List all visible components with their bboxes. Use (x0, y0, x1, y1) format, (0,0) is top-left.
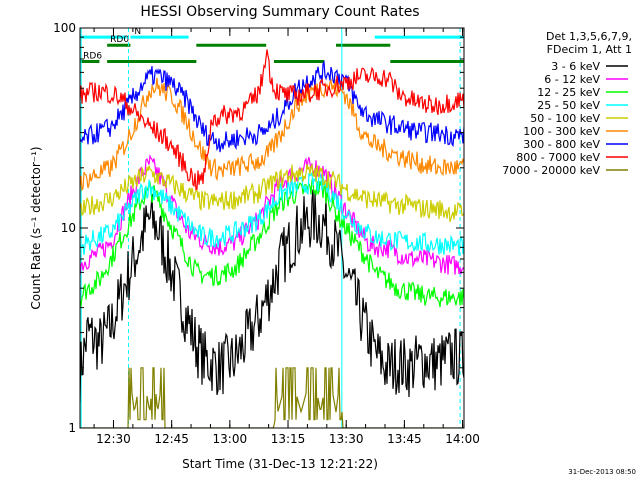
series-line-4 (80, 163, 464, 223)
legend-label-8: 7000 - 20000 keV (502, 164, 600, 177)
flag-label-rd6: RD6 (83, 51, 102, 61)
flag-label-n: N (134, 27, 141, 37)
x-tick-label-6: 14:00 (445, 432, 480, 446)
chart-title: HESSI Observing Summary Count Rates (140, 4, 419, 20)
y-axis-ticks: 1 10 100 (53, 21, 464, 435)
y-tick-label-1: 10 (61, 221, 76, 235)
legend-label-7: 800 - 7000 keV (516, 151, 600, 164)
series-lines (80, 49, 464, 428)
legend-label-2: 12 - 25 keV (537, 86, 600, 99)
y-tick-label-0: 1 (68, 421, 76, 435)
series-line-7 (80, 49, 464, 191)
series-line-8 (80, 367, 464, 428)
legend: Det 1,3,5,6,7,9, FDecim 1, Att 1 3 - 6 k… (502, 30, 632, 177)
flag-label-rd0: RD0 (110, 35, 129, 45)
series-line-1 (80, 153, 464, 276)
x-tick-label-2: 13:00 (213, 432, 248, 446)
legend-label-3: 25 - 50 keV (537, 99, 600, 112)
series-line-6 (80, 59, 464, 153)
plot-frame (79, 27, 465, 429)
series-line-3 (80, 171, 464, 256)
y-axis-label: Count Rate (s⁻¹ detector⁻¹) (29, 146, 43, 309)
x-axis-label: Start Time (31-Dec-13 12:21:22) (182, 457, 378, 471)
series-line-0 (80, 189, 464, 403)
x-tick-label-3: 13:15 (271, 432, 306, 446)
x-axis-ticks: 12:30 12:45 13:00 13:15 13:30 13:45 14:00 (93, 28, 480, 446)
legend-label-1: 6 - 12 keV (544, 73, 600, 86)
x-tick-label-0: 12:30 (96, 432, 131, 446)
y-tick-label-2: 100 (53, 21, 76, 35)
x-tick-label-4: 13:30 (329, 432, 364, 446)
legend-label-0: 3 - 6 keV (551, 60, 600, 73)
legend-title-line-1: Det 1,3,5,6,7,9, (546, 30, 632, 43)
legend-label-4: 50 - 100 keV (530, 112, 600, 125)
series-line-5 (80, 77, 464, 192)
legend-label-5: 100 - 300 keV (523, 125, 600, 138)
series-line-2 (80, 179, 464, 308)
flag-bars: N RD0 RD6 (80, 27, 464, 63)
legend-title-line-2: FDecim 1, Att 1 (547, 43, 632, 56)
legend-label-6: 300 - 800 keV (523, 138, 600, 151)
x-tick-label-1: 12:45 (154, 432, 189, 446)
footer-timestamp: 31-Dec-2013 08:50 (568, 468, 636, 476)
x-tick-label-5: 13:45 (387, 432, 422, 446)
